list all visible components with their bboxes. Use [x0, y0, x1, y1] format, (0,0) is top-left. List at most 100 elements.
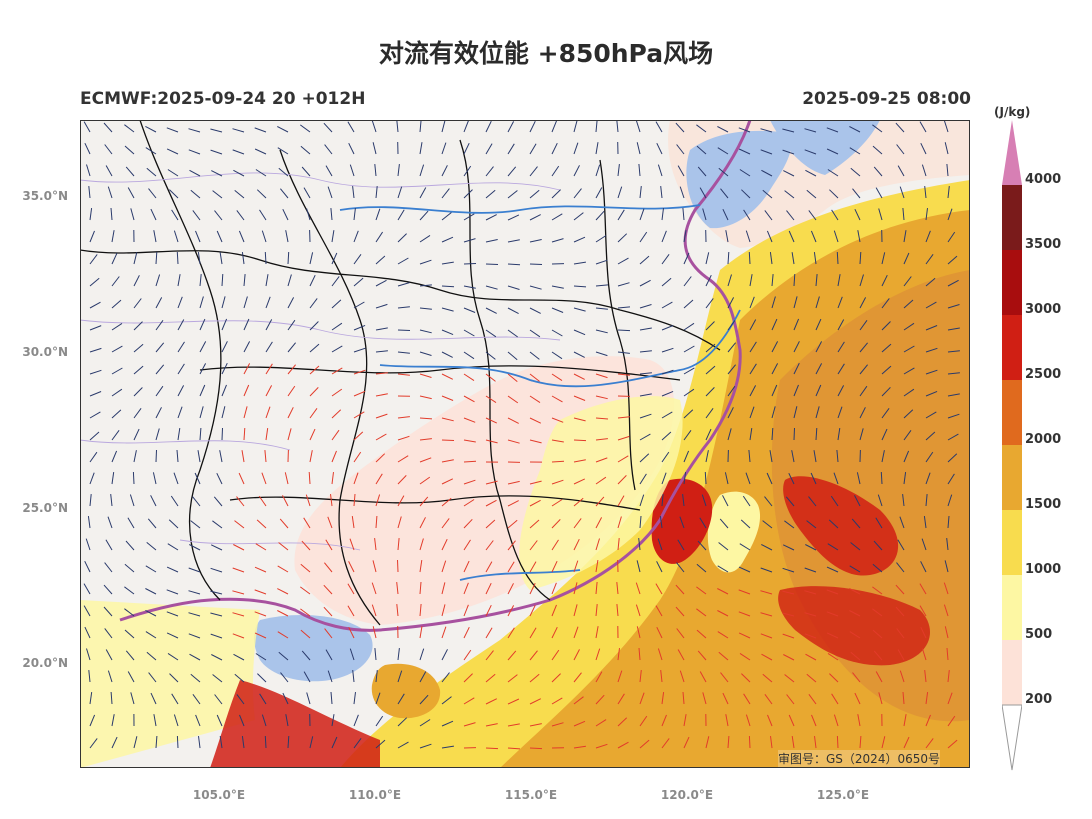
- wind-barb: [760, 567, 773, 573]
- wind-barb: [739, 169, 751, 177]
- wind-barb: [705, 252, 710, 265]
- wind-barb: [375, 413, 388, 419]
- wind-barb: [705, 321, 715, 331]
- wind-barb: [573, 696, 584, 705]
- wind-barb: [722, 495, 729, 507]
- wind-barb: [419, 187, 427, 199]
- wind-barb: [347, 121, 355, 133]
- wind-barb: [507, 214, 520, 221]
- wind-barb: [696, 563, 707, 573]
- wind-barb: [573, 373, 585, 380]
- wind-barb: [485, 650, 494, 661]
- wind-barb: [764, 210, 773, 221]
- wind-barb: [784, 674, 795, 683]
- wind-barb: [221, 406, 226, 419]
- wind-barb: [347, 605, 355, 617]
- wind-barb: [946, 163, 949, 177]
- wind-barb: [616, 604, 619, 617]
- bohai-area: [770, 120, 880, 175]
- wind-barb: [111, 367, 123, 375]
- rivers: [339, 204, 741, 581]
- wind-barb: [507, 166, 517, 177]
- wind-barb: [551, 519, 561, 529]
- wind-barb: [675, 584, 685, 595]
- wind-barb: [353, 451, 362, 463]
- wind-barb: [529, 439, 542, 444]
- wind-barb: [419, 457, 432, 463]
- wind-barb: [507, 698, 520, 705]
- wind-barb: [761, 653, 773, 661]
- wind-barb: [419, 307, 432, 310]
- wind-barb: [856, 472, 861, 485]
- wind-barb: [441, 165, 448, 177]
- wind-barb: [86, 648, 91, 661]
- wind-barb: [301, 540, 311, 551]
- wind-barb: [849, 588, 861, 595]
- wind-barb: [306, 208, 311, 221]
- wind-barb: [305, 494, 311, 507]
- wind-barb: [785, 496, 795, 507]
- wind-barb: [529, 239, 542, 243]
- wind-barb: [84, 626, 91, 639]
- wind-barb: [485, 499, 497, 507]
- wind-barb: [89, 738, 98, 749]
- wind-barb: [595, 235, 607, 243]
- wind-barb: [194, 472, 201, 485]
- wind-barb: [238, 230, 245, 243]
- wind-barb: [396, 604, 399, 617]
- wind-barb: [219, 736, 223, 749]
- wind-barb: [265, 406, 271, 419]
- wind-barb: [551, 307, 564, 313]
- wind-barb: [925, 472, 931, 485]
- wind-barb: [617, 282, 630, 287]
- wind-barb: [617, 416, 630, 419]
- wind-barb: [507, 519, 518, 529]
- wind-barb: [212, 190, 223, 199]
- wind-barb: [210, 567, 223, 573]
- wind-barb: [152, 472, 157, 485]
- wind-barb: [661, 230, 667, 243]
- wind-barb: [829, 189, 839, 199]
- wind-barb: [661, 369, 674, 375]
- wind-barb: [573, 439, 587, 442]
- wind-barb: [661, 692, 665, 705]
- wind-barb: [485, 519, 496, 529]
- wind-barb: [808, 496, 817, 507]
- wind-barb: [146, 651, 157, 661]
- wind-barb: [551, 395, 563, 403]
- wind-barb: [125, 166, 135, 177]
- wind-barb: [463, 213, 475, 221]
- wind-barb: [529, 166, 538, 177]
- wind-barb: [529, 747, 543, 750]
- wind-barb: [617, 455, 629, 463]
- wind-barb: [347, 583, 355, 595]
- wind-barb: [920, 561, 927, 573]
- wind-barb: [881, 387, 891, 397]
- wind-barb: [595, 187, 603, 199]
- wind-barb: [742, 495, 751, 507]
- wind-barb: [441, 497, 452, 507]
- wind-barb: [683, 230, 687, 243]
- wind-barb: [745, 230, 751, 243]
- wind-barb: [925, 208, 928, 221]
- wind-barb: [441, 329, 454, 336]
- wind-barb: [507, 373, 518, 382]
- wind-barb: [925, 254, 934, 265]
- wind-barb: [331, 388, 343, 397]
- wind-barb: [397, 516, 402, 529]
- wind-barb: [397, 233, 407, 243]
- wind-barb: [881, 252, 886, 265]
- wind-barb: [441, 604, 446, 617]
- wind-barb: [419, 517, 426, 529]
- wind-barb: [760, 590, 773, 595]
- wind-barb: [764, 496, 773, 507]
- wind-barb: [234, 190, 245, 199]
- wind-barb: [617, 693, 625, 705]
- wind-barb: [331, 299, 342, 309]
- wind-barb: [171, 209, 179, 221]
- wind-barb: [155, 428, 160, 441]
- map-svg: [80, 120, 970, 768]
- wind-barb: [741, 189, 751, 199]
- wind-barb: [738, 611, 751, 617]
- wind-barb: [282, 495, 289, 507]
